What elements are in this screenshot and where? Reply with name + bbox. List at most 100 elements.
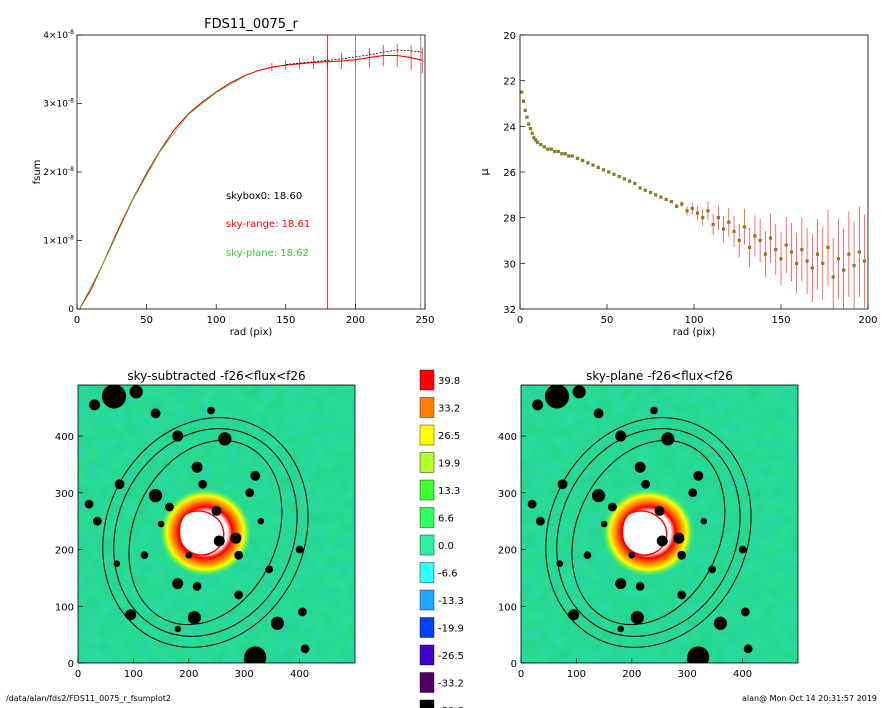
plot2-x-label: rad (pix) <box>673 327 716 338</box>
masked-source <box>700 517 708 525</box>
masked-source <box>738 545 747 554</box>
masked-source <box>544 385 570 409</box>
map-y-tick-label: 100 <box>498 602 517 613</box>
plot2-point <box>847 252 851 256</box>
masked-source <box>213 535 225 547</box>
plot2-point <box>581 158 585 163</box>
plot2-x-tick-label: 50 <box>601 315 614 326</box>
map-y-tick-label: 200 <box>498 546 517 557</box>
masked-source <box>129 385 143 399</box>
masked-source <box>535 516 545 526</box>
plot2-y-tick-label: 32 <box>503 305 516 316</box>
masked-source <box>568 609 580 621</box>
masked-source <box>634 461 646 473</box>
plot1-series-0-line <box>79 54 423 309</box>
masked-source <box>641 479 651 489</box>
plot2-point <box>680 202 684 206</box>
masked-source <box>191 461 203 473</box>
plot2-x-tick-label: 200 <box>858 315 877 326</box>
plot2-point <box>530 131 534 135</box>
plot2-point <box>659 195 663 199</box>
masked-source <box>693 470 704 481</box>
masked-source <box>185 551 193 559</box>
masked-source <box>174 625 182 633</box>
plot2-point <box>732 229 736 233</box>
masked-source <box>140 551 149 560</box>
masked-source <box>661 432 675 446</box>
colorbar-swatch <box>419 534 435 556</box>
plot2-y-tick-label: 20 <box>503 31 516 42</box>
colorbar-label: 6.6 <box>438 514 454 525</box>
plot2-point <box>810 266 814 270</box>
plot2-point <box>542 145 546 149</box>
plot2-point <box>643 188 647 192</box>
plot1-x-label: rad (pix) <box>230 327 273 338</box>
plot1-series <box>79 44 423 309</box>
plot2-point <box>784 243 788 247</box>
colorbar-label: 13.3 <box>438 486 460 497</box>
colorbar-label: 26.5 <box>438 431 460 442</box>
masked-source <box>192 582 202 591</box>
isophote-ellipse <box>113 428 298 637</box>
plot2-point <box>758 238 762 243</box>
masked-source <box>297 607 307 617</box>
masked-source <box>295 545 304 554</box>
colorbar-swatch <box>419 507 435 528</box>
map-x-tick-label: 0 <box>518 669 524 680</box>
plot2-point <box>815 252 820 256</box>
plot2-point <box>549 147 553 151</box>
masked-source <box>532 399 544 411</box>
plot2-point <box>706 209 710 213</box>
plot2-point <box>539 143 543 147</box>
colorbar-swatch <box>419 369 435 391</box>
colorbar-swatch <box>419 452 435 473</box>
annotation-sky-plane: sky-plane: 18.62 <box>226 248 309 259</box>
plot2-point <box>737 238 741 243</box>
masked-source <box>673 532 685 544</box>
plot2-x-tick-label: 0 <box>517 315 523 326</box>
plot2-point <box>570 154 574 158</box>
plot2-point <box>805 259 809 263</box>
masked-source <box>114 479 125 490</box>
plot2-point <box>821 261 825 265</box>
plot1-y-tick-label: 0 <box>68 305 74 315</box>
masked-source <box>92 516 102 526</box>
plot2-point <box>535 140 539 144</box>
colorbar: 39.8 33.2 26.5 19.9 13.3 6.6 0.0 -6.6 -13.3 -19.9… <box>419 369 464 708</box>
masked-source <box>250 470 261 481</box>
masked-source <box>654 506 665 516</box>
masked-source <box>740 607 750 617</box>
masked-source <box>615 578 627 590</box>
masked-source <box>677 550 687 560</box>
masked-source <box>628 551 636 559</box>
map-title: sky-subtracted -f26<flux<f26 <box>127 369 305 383</box>
masked-source <box>245 488 255 498</box>
map-y-tick-label: 200 <box>55 546 74 557</box>
plot1-series-2-line <box>79 76 245 309</box>
plot2-point <box>628 179 632 183</box>
masked-source <box>572 385 586 399</box>
colorbar-swatch <box>419 672 435 693</box>
colorbar-label: 39.8 <box>438 376 460 387</box>
plot2-point <box>575 156 580 160</box>
plot1-x-ticks: 0 50 100 150 200 250 <box>74 304 435 326</box>
masked-source <box>527 499 537 509</box>
plot2-point <box>795 261 799 265</box>
masked-source <box>265 565 273 574</box>
colorbar-swatch <box>419 562 435 583</box>
plot2-point <box>586 161 590 165</box>
masked-source <box>650 406 658 415</box>
map-image <box>521 385 798 663</box>
masked-source <box>84 499 94 509</box>
plot1-x-tick-label: 150 <box>276 315 295 326</box>
masked-source <box>608 502 617 512</box>
plot2-point <box>768 236 773 240</box>
map-x-tick-label: 300 <box>235 669 254 680</box>
plot2-point <box>523 108 527 112</box>
map-x-tick-label: 400 <box>733 669 752 680</box>
plot2-point <box>800 248 804 252</box>
colorbar-swatch <box>419 617 435 638</box>
masked-source <box>743 644 753 654</box>
colorbar-label: -19.9 <box>438 624 464 635</box>
